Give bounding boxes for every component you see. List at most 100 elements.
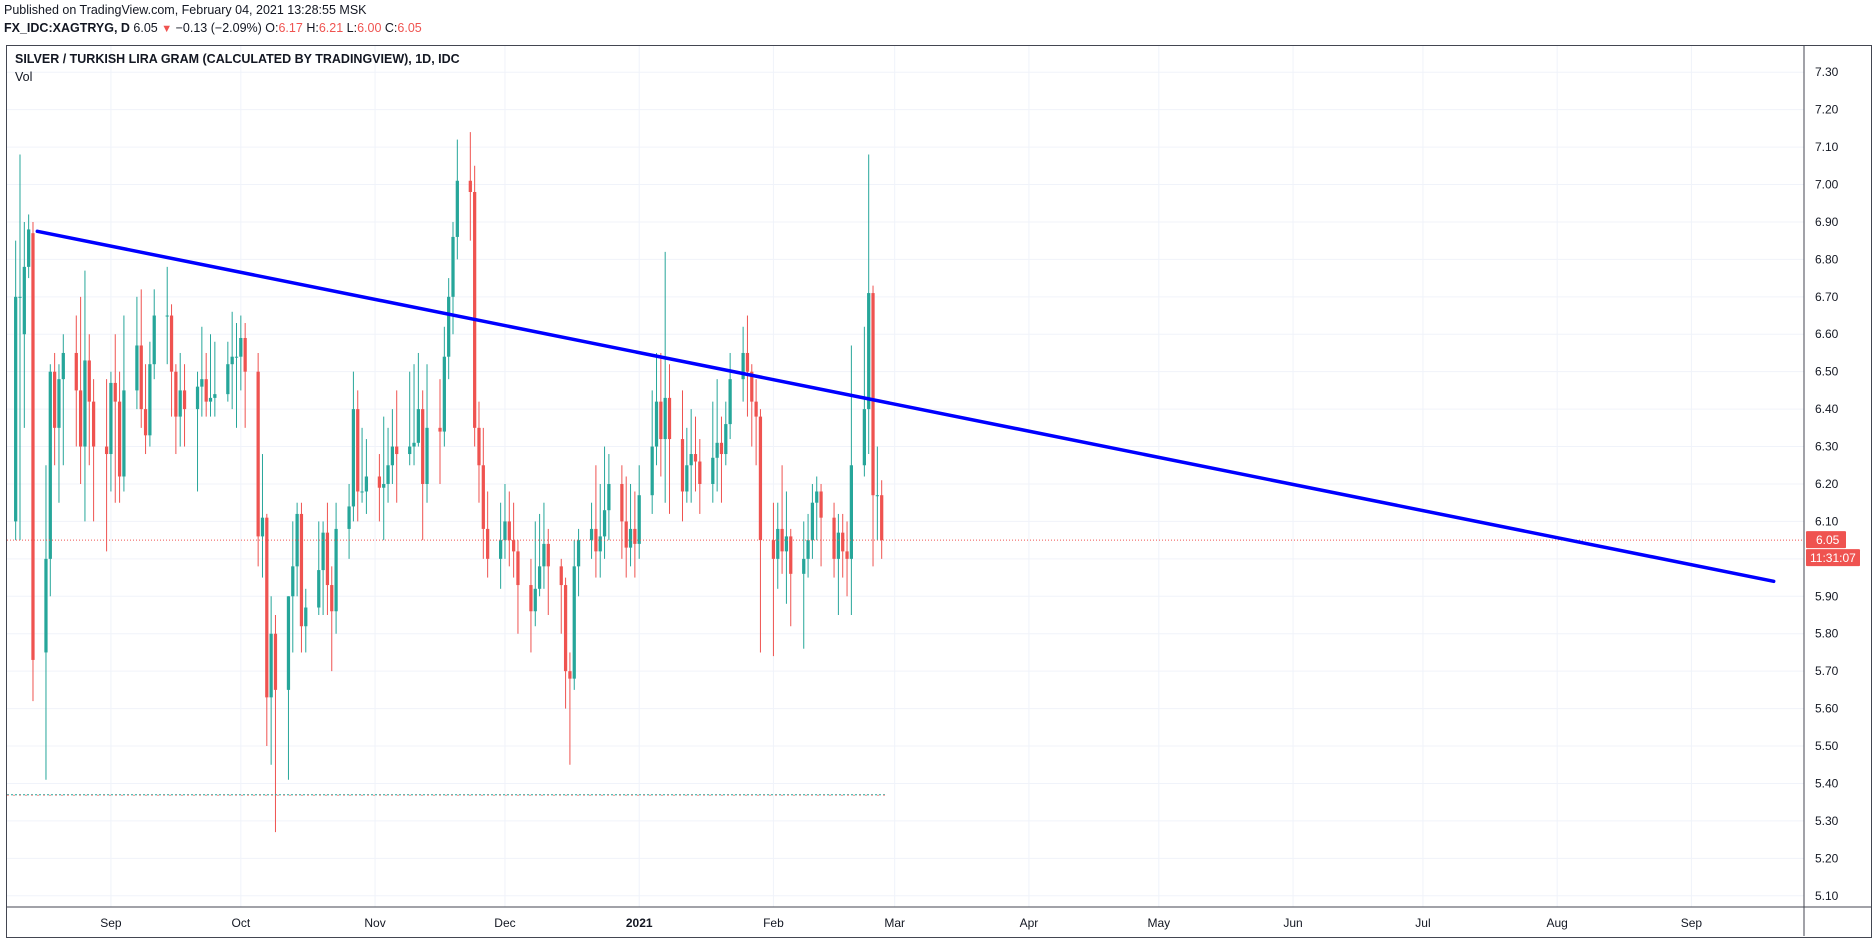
candle-body — [633, 528, 637, 544]
candle-body — [477, 427, 481, 466]
x-tick-label: Sep — [100, 916, 122, 930]
y-tick-label: 6.60 — [1815, 327, 1839, 341]
candle-body — [715, 442, 719, 458]
candle-body — [650, 446, 654, 496]
candle-body — [87, 360, 91, 402]
y-tick-label: 7.20 — [1815, 103, 1839, 117]
candle-body — [845, 551, 849, 559]
candle-body — [758, 416, 763, 541]
candle-body — [745, 352, 750, 372]
y-tick-label: 7.10 — [1815, 140, 1839, 154]
candle-body — [57, 379, 61, 428]
candle-body — [836, 532, 841, 559]
y-tick-label: 6.30 — [1815, 440, 1839, 454]
candle-body — [654, 401, 659, 447]
candle-body — [148, 364, 152, 436]
x-tick-label: Aug — [1547, 916, 1568, 930]
x-tick-label: Apr — [1020, 916, 1039, 930]
candle-body — [213, 394, 217, 398]
published-caption: Published on TradingView.com, February 0… — [4, 3, 367, 17]
y-tick-label: 6.20 — [1815, 477, 1839, 491]
candle-body — [637, 495, 641, 544]
candle-body — [239, 337, 243, 357]
candle-body — [789, 536, 793, 574]
candle-body — [360, 491, 364, 493]
candle-body — [295, 513, 299, 567]
price-tag — [1806, 531, 1846, 549]
candle-body — [122, 390, 126, 477]
candle-body — [810, 502, 815, 541]
candle-body — [780, 528, 784, 552]
candle-body — [174, 371, 178, 417]
candle-body — [447, 296, 451, 357]
candle-body — [390, 446, 395, 466]
candle-body — [152, 315, 156, 365]
candle-body — [325, 532, 330, 586]
candle-body — [22, 266, 26, 335]
x-tick-label: Jun — [1283, 916, 1302, 930]
y-tick-label: 6.70 — [1815, 290, 1839, 304]
candle-body — [815, 491, 819, 503]
candle-body — [832, 517, 836, 559]
candle-body — [728, 379, 732, 425]
candle-body — [711, 457, 715, 484]
candle-body — [529, 585, 533, 612]
y-tick-label: 6.90 — [1815, 215, 1839, 229]
candle-body — [304, 607, 308, 627]
candle-body — [537, 566, 542, 589]
candle-body — [382, 483, 386, 488]
candle-body — [871, 293, 875, 496]
candle-body — [741, 352, 745, 380]
candle-body — [620, 483, 624, 522]
candle-body — [351, 409, 356, 507]
open-value: 6.17 — [278, 21, 303, 35]
x-tick-label: Mar — [884, 916, 905, 930]
candle-body — [18, 296, 22, 298]
candle-body — [83, 360, 87, 447]
low-value: 6.00 — [357, 21, 382, 35]
candle-body — [481, 465, 485, 529]
candle-body — [499, 540, 503, 559]
y-tick-label: 5.20 — [1815, 851, 1839, 865]
candle-body — [516, 551, 520, 586]
candle-body — [473, 191, 477, 428]
candle-body — [117, 401, 122, 477]
candle-body — [226, 364, 230, 395]
candle-body — [53, 371, 57, 428]
candle-body — [317, 570, 321, 608]
x-tick-label: Nov — [364, 916, 385, 930]
candle-body — [330, 585, 334, 612]
candle-body — [719, 442, 724, 455]
y-tick-label: 5.50 — [1815, 739, 1839, 753]
chart-frame — [6, 45, 1872, 938]
candle-body — [802, 558, 806, 574]
candle-body — [875, 495, 879, 497]
candle-body — [178, 390, 182, 417]
candle-body — [364, 476, 369, 492]
candle-body — [750, 371, 754, 402]
y-tick-label: 5.40 — [1815, 776, 1839, 790]
candle-body — [438, 427, 442, 432]
candle-body — [784, 536, 789, 552]
candle-body — [607, 483, 611, 511]
candle-body — [849, 465, 853, 559]
candle-body — [243, 337, 247, 372]
candle-body — [44, 558, 48, 653]
candle-body — [27, 229, 31, 267]
candle-body — [693, 454, 698, 462]
candle-body — [165, 315, 169, 317]
down-arrow-icon: ▼ — [161, 23, 173, 35]
y-tick-label: 5.30 — [1815, 814, 1839, 828]
symbol-label: FX_IDC:XAGTRYG, D — [4, 21, 130, 35]
candle-body — [724, 424, 728, 455]
candle-body — [412, 442, 416, 447]
close-label: C: — [384, 21, 398, 35]
candle-body — [182, 390, 187, 410]
candle-body — [776, 528, 780, 559]
candle-body — [78, 390, 83, 447]
y-tick-label: 6.10 — [1815, 514, 1839, 528]
candle-body — [200, 379, 204, 387]
low-label: L: — [346, 21, 358, 35]
y-tick-label: 5.60 — [1815, 702, 1839, 716]
